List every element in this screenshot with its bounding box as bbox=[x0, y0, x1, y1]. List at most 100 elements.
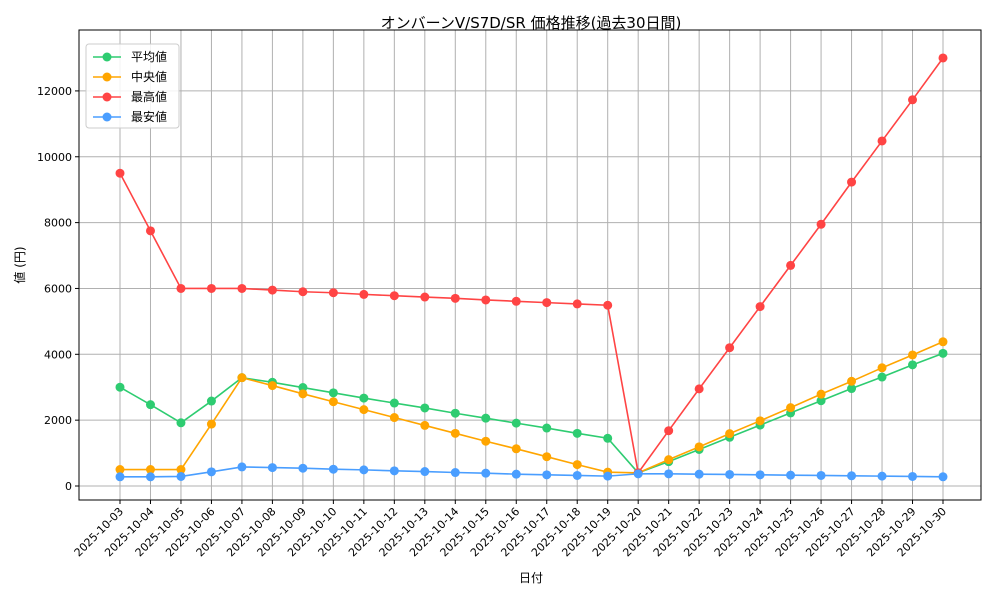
data-point bbox=[298, 389, 308, 399]
data-point bbox=[145, 226, 155, 236]
data-point bbox=[176, 283, 186, 293]
data-point bbox=[389, 413, 399, 423]
data-point bbox=[176, 465, 186, 475]
data-point bbox=[511, 296, 521, 306]
data-point bbox=[481, 295, 491, 305]
data-point bbox=[176, 471, 186, 481]
data-point bbox=[298, 383, 308, 393]
legend-entry: 平均値 bbox=[93, 49, 167, 64]
data-point bbox=[542, 470, 552, 480]
data-point bbox=[359, 289, 369, 299]
data-point bbox=[511, 418, 521, 428]
data-point bbox=[542, 423, 552, 433]
data-point bbox=[694, 469, 704, 479]
legend-marker bbox=[102, 52, 112, 62]
chart-title: オンバーンV/S7D/SR 価格推移(過去30日間) bbox=[381, 14, 682, 32]
data-point bbox=[664, 469, 674, 479]
data-point bbox=[908, 95, 918, 105]
data-point bbox=[755, 416, 765, 426]
data-point bbox=[938, 348, 948, 358]
data-point bbox=[237, 373, 247, 383]
data-point bbox=[694, 384, 704, 394]
data-point bbox=[145, 472, 155, 482]
data-point bbox=[877, 136, 887, 146]
y-axis: 0 2000 4000 6000 8000 10000 12000 bbox=[37, 85, 79, 493]
data-point bbox=[755, 302, 765, 312]
data-point bbox=[725, 343, 735, 353]
y-tick-label: 6000 bbox=[44, 282, 72, 295]
x-axis: 2025-10-032025-10-042025-10-052025-10-06… bbox=[72, 500, 949, 559]
data-point bbox=[420, 420, 430, 430]
data-point bbox=[176, 418, 186, 428]
data-point bbox=[328, 464, 338, 474]
series-0 bbox=[115, 348, 948, 478]
data-point bbox=[938, 53, 948, 63]
data-point bbox=[664, 455, 674, 465]
legend-box bbox=[85, 43, 180, 129]
data-point bbox=[908, 350, 918, 360]
data-point bbox=[359, 393, 369, 403]
data-point bbox=[938, 472, 948, 482]
data-point bbox=[908, 360, 918, 370]
data-point bbox=[420, 467, 430, 477]
data-point bbox=[237, 462, 247, 472]
data-point bbox=[328, 288, 338, 298]
data-point bbox=[450, 293, 460, 303]
data-point bbox=[237, 283, 247, 293]
y-tick-label: 10000 bbox=[37, 151, 72, 164]
data-point bbox=[816, 389, 826, 399]
data-point bbox=[633, 469, 643, 479]
data-point bbox=[847, 471, 857, 481]
data-point bbox=[328, 397, 338, 407]
data-point bbox=[603, 433, 613, 443]
data-point bbox=[115, 465, 125, 475]
legend-label: 最安値 bbox=[131, 109, 167, 124]
data-point bbox=[420, 292, 430, 302]
data-point bbox=[450, 428, 460, 438]
data-point bbox=[847, 177, 857, 187]
data-point bbox=[725, 429, 735, 439]
legend-entry: 最高値 bbox=[93, 89, 167, 104]
data-point bbox=[511, 469, 521, 479]
legend-label: 中央値 bbox=[131, 69, 167, 84]
data-point bbox=[786, 470, 796, 480]
data-point bbox=[481, 436, 491, 446]
data-point bbox=[359, 465, 369, 475]
legend-entry: 中央値 bbox=[93, 69, 167, 84]
series-line bbox=[120, 466, 944, 478]
data-point bbox=[816, 219, 826, 229]
data-point bbox=[328, 388, 338, 398]
data-point bbox=[481, 413, 491, 423]
data-point bbox=[542, 452, 552, 462]
legend-marker bbox=[102, 112, 112, 122]
series-group bbox=[115, 53, 948, 482]
data-point bbox=[267, 381, 277, 391]
x-axis-label: 日付 bbox=[519, 571, 543, 585]
series-3 bbox=[115, 462, 948, 482]
data-point bbox=[877, 372, 887, 382]
data-point bbox=[115, 382, 125, 392]
legend-marker bbox=[102, 72, 112, 82]
data-point bbox=[420, 403, 430, 413]
data-point bbox=[847, 376, 857, 386]
y-tick-label: 8000 bbox=[44, 217, 72, 230]
data-point bbox=[450, 408, 460, 418]
data-point bbox=[145, 400, 155, 410]
data-point bbox=[572, 428, 582, 438]
data-point bbox=[938, 337, 948, 347]
data-point bbox=[908, 471, 918, 481]
y-axis-label: 値 (円) bbox=[12, 246, 27, 283]
data-point bbox=[725, 469, 735, 479]
data-point bbox=[298, 463, 308, 473]
data-point bbox=[389, 398, 399, 408]
data-point bbox=[816, 396, 826, 406]
data-point bbox=[755, 470, 765, 480]
data-point bbox=[877, 471, 887, 481]
data-point bbox=[267, 285, 277, 295]
legend-label: 平均値 bbox=[131, 49, 167, 64]
legend-marker bbox=[102, 92, 112, 102]
data-point bbox=[542, 298, 552, 308]
y-tick-label: 2000 bbox=[44, 414, 72, 427]
